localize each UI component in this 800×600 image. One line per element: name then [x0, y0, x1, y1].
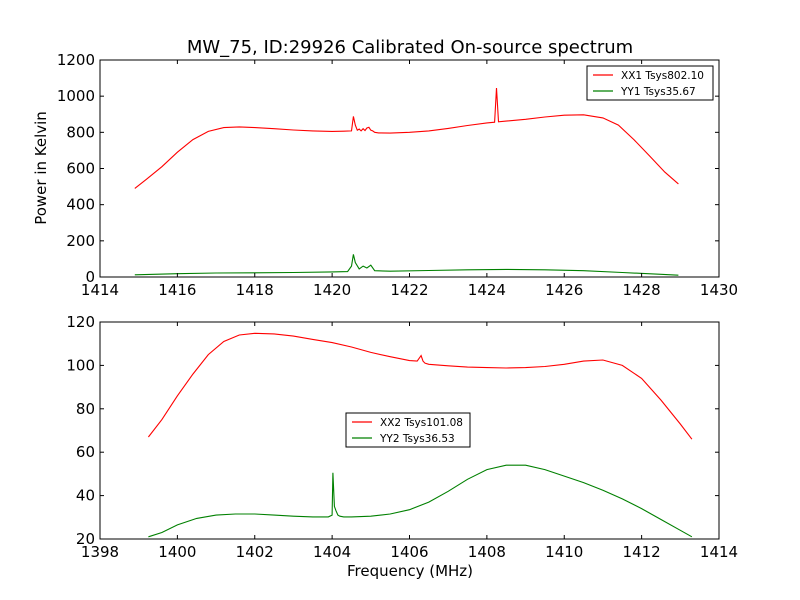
y-tick-label: 1200	[57, 51, 95, 69]
y-tick-label: 800	[66, 123, 95, 141]
y-tick-label: 600	[66, 160, 95, 178]
y-tick-label: 400	[66, 196, 95, 214]
x-tick-label: 1400	[158, 543, 196, 561]
x-axis-label: Frequency (MHz)	[347, 562, 473, 580]
legend-entry: XX2 Tsys101.08	[380, 417, 463, 429]
y-tick-label: 200	[66, 232, 95, 250]
y-axis-label: Power in Kelvin	[32, 111, 50, 225]
y-tick-label: 60	[76, 443, 95, 461]
series-line-yy1	[134, 254, 679, 276]
figure-title: MW_75, ID:29926 Calibrated On-source spe…	[187, 37, 633, 58]
legend-entry: XX1 Tsys802.10	[621, 70, 704, 82]
legend-entry: YY1 Tsys35.67	[620, 86, 696, 98]
x-tick-label: 1414	[700, 543, 738, 561]
x-tick-label: 1422	[390, 281, 428, 299]
legend: XX2 Tsys101.08 YY2 Tsys36.53	[345, 412, 471, 448]
series-line-xx1	[134, 87, 679, 189]
y-tick-label: 120	[66, 313, 95, 331]
x-tick-label: 1404	[313, 543, 351, 561]
x-tick-label: 1424	[468, 281, 506, 299]
x-tick-label: 1428	[623, 281, 661, 299]
x-tick-label: 1398	[81, 543, 119, 561]
x-tick-label: 1416	[158, 281, 196, 299]
legend: XX1 Tsys802.10 YY1 Tsys35.67	[586, 65, 714, 101]
y-tick-label: 100	[66, 356, 95, 374]
x-tick-label: 1420	[313, 281, 351, 299]
x-tick-label: 1418	[236, 281, 274, 299]
y-tick-label: 20	[76, 530, 95, 548]
x-tick-label: 1426	[545, 281, 583, 299]
subplot-2: 1398 1400 1402 1404 1406 1408 1410 1412 1414 20 40…	[66, 313, 738, 561]
x-tick-label: 1414	[81, 281, 119, 299]
series-line-xx2	[147, 332, 693, 440]
subplot-1: 1414 1416 1418 1420 1422 1424 1426 1428 1430 0 200…	[57, 51, 738, 299]
y-tick-label: 0	[85, 268, 95, 286]
legend-box	[345, 412, 471, 448]
x-tick-label: 1406	[390, 543, 428, 561]
series-line-yy2	[148, 464, 693, 538]
x-tick-label: 1430	[700, 281, 738, 299]
x-tick-label: 1412	[623, 543, 661, 561]
y-tick-label: 1000	[57, 87, 95, 105]
plot-area: 1414 1416 1418 1420 1422 1424 1426 1428 1430 0 200…	[57, 51, 738, 561]
legend-box	[586, 65, 714, 101]
legend-entry: YY2 Tsys36.53	[379, 433, 455, 445]
y-tick-label: 40	[76, 487, 95, 505]
y-tick-label: 80	[76, 400, 95, 418]
x-tick-label: 1410	[545, 543, 583, 561]
x-tick-label: 1402	[236, 543, 274, 561]
x-tick-label: 1408	[468, 543, 506, 561]
